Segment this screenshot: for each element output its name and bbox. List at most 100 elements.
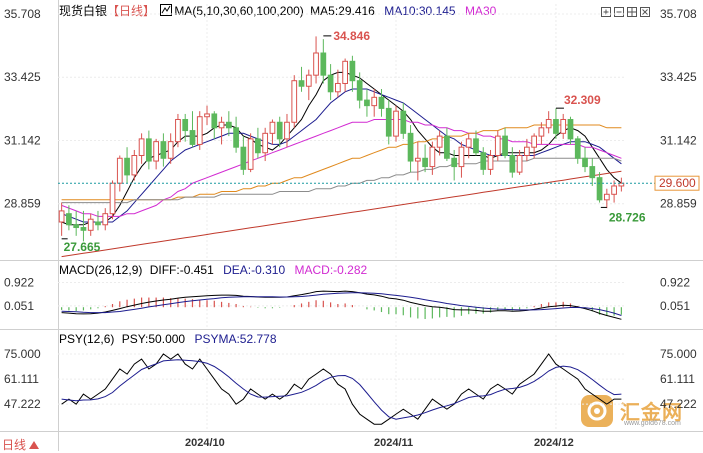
candle-body xyxy=(516,155,523,173)
macd-y-tick-right: 0.922 xyxy=(660,275,690,289)
ma5-line xyxy=(61,71,622,226)
candle-body xyxy=(422,157,428,168)
candle-body xyxy=(160,141,167,159)
candle-body xyxy=(342,60,348,84)
left-axis-line xyxy=(58,0,59,451)
candle-body xyxy=(320,52,327,76)
macd-y-tick-right: 0.051 xyxy=(660,299,690,313)
ma-toggle-icon[interactable] xyxy=(160,4,173,16)
candle-body xyxy=(480,152,487,170)
candle-body xyxy=(364,99,370,107)
candle-body xyxy=(284,121,290,140)
psy-y-tick-left: 47.222 xyxy=(4,397,41,411)
candle-body xyxy=(146,138,152,162)
candle-body xyxy=(305,74,312,87)
candle-body xyxy=(175,118,181,143)
candle-body xyxy=(560,118,567,134)
psy-y-tick-right: 61.111 xyxy=(660,372,695,386)
candle-body xyxy=(545,118,552,129)
ma30-label: MA30 xyxy=(464,4,497,18)
ma10-line xyxy=(61,88,622,223)
macd-params-label: MACD(26,12,9) xyxy=(59,263,143,277)
candle-body xyxy=(204,113,210,118)
psy-y-tick-right: 75.000 xyxy=(660,347,697,361)
psy-params-label: PSY(12,6) xyxy=(59,332,115,346)
panel-divider-main xyxy=(0,260,703,261)
candle-body xyxy=(255,138,261,154)
candle-body xyxy=(291,80,298,123)
x-tick-label: 2024/10 xyxy=(185,437,225,449)
candle-body xyxy=(196,116,203,145)
candle-body xyxy=(58,210,65,223)
high-label: 34.846 xyxy=(333,29,370,43)
candle-body xyxy=(240,146,247,170)
candle-body xyxy=(611,185,617,195)
candle-body xyxy=(429,146,436,168)
candle-body xyxy=(589,166,596,179)
panel-divider-macd xyxy=(0,329,703,330)
macd-y-tick-left: 0.922 xyxy=(4,275,34,289)
psy-y-tick-left: 61.111 xyxy=(4,372,39,386)
candle-body xyxy=(502,135,508,157)
diff-line xyxy=(61,290,622,320)
candle-body xyxy=(124,157,130,176)
candle-body xyxy=(131,155,138,176)
main-y-tick-left: 35.708 xyxy=(4,7,41,21)
recent-low-label: 28.726 xyxy=(609,210,646,224)
candle-body xyxy=(618,182,625,187)
current-price-badge-text: 29.600 xyxy=(659,176,696,190)
main-y-tick-left: 31.142 xyxy=(4,133,41,147)
main-y-tick-left: 33.425 xyxy=(4,70,41,84)
candle-body xyxy=(298,80,305,87)
candle-body xyxy=(87,218,94,231)
candle-body xyxy=(414,157,421,162)
candle-body xyxy=(385,107,392,137)
candle-body xyxy=(109,182,116,215)
candle-body xyxy=(603,193,610,201)
candle-body xyxy=(73,224,80,229)
psy-value: PSY:50.000 xyxy=(121,332,186,346)
period-selector[interactable]: 日线 xyxy=(2,436,40,453)
macd-y-tick-left: 0.051 xyxy=(4,299,34,313)
panel-divider-psy xyxy=(0,431,703,432)
ma30-line xyxy=(61,119,622,217)
x-tick-label: 2024/12 xyxy=(534,437,574,449)
candle-body xyxy=(138,138,145,157)
candle-body xyxy=(327,74,334,93)
candle-body xyxy=(531,135,537,148)
candle-body xyxy=(596,177,603,201)
peak2-label: 32.309 xyxy=(564,93,601,107)
candle-body xyxy=(189,130,196,145)
candle-body xyxy=(509,155,516,173)
zoom-out-icon[interactable] xyxy=(614,4,624,22)
ma200-line xyxy=(61,170,622,258)
current-price-badge xyxy=(654,175,700,191)
candle-body xyxy=(80,227,87,231)
candle-body xyxy=(407,132,414,162)
candle-body xyxy=(465,138,472,148)
grid-icon[interactable] xyxy=(627,4,637,22)
candle-body xyxy=(524,146,530,157)
up-arrow-icon[interactable] xyxy=(29,438,40,452)
dea-value: DEA:-0.310 xyxy=(223,263,286,277)
candle-body xyxy=(116,157,123,184)
candle-body xyxy=(182,118,189,132)
candle-body xyxy=(269,121,276,134)
low-label: 27.665 xyxy=(64,240,101,254)
candle-body xyxy=(567,118,574,140)
candle-body xyxy=(444,135,450,159)
main-y-tick-right: 33.425 xyxy=(660,70,697,84)
candle-body xyxy=(393,110,399,137)
candle-body xyxy=(582,157,588,168)
x-tick-label: 2024/11 xyxy=(374,437,413,449)
candle-body xyxy=(473,138,479,154)
candle-body xyxy=(225,121,232,129)
candle-body xyxy=(494,135,501,157)
main-y-tick-right: 31.142 xyxy=(660,133,697,147)
candle-body xyxy=(356,80,363,101)
psyma-value: PSYMA:52.778 xyxy=(194,332,277,346)
close-icon[interactable] xyxy=(640,4,650,22)
candle-body xyxy=(95,221,101,226)
candle-body xyxy=(553,118,559,134)
